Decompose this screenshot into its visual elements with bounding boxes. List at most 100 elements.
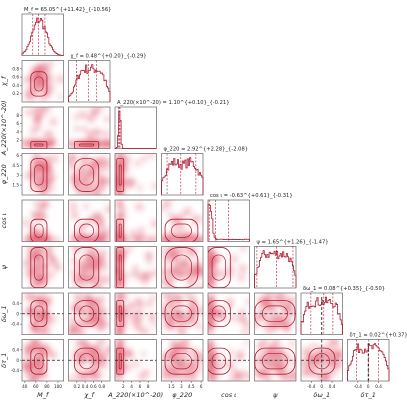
density-sample [31,339,38,344]
density-sample [133,297,143,306]
density-sample [93,281,103,288]
density-panel-phi_220-psi [161,246,204,289]
density-sample [40,364,46,371]
density-sample [22,77,29,84]
y-axis-label-phi_220: φ_220 [0,164,8,184]
contour-inner [79,143,95,147]
density-sample [184,267,191,274]
contour-inner [118,353,122,370]
histogram-M_f: M_f = 65.05^{+11.42}_{-10.56} [21,7,111,56]
density-sample [163,322,170,330]
density-sample [94,189,101,195]
contour-inner [79,164,95,186]
density-sample [116,246,124,255]
density-sample [99,248,108,257]
density-sample [72,114,79,121]
density-sample [330,369,338,377]
x-tick-label: 8 [147,384,150,389]
histogram-title-psi: ψ = 1.65^{+1.26}_{-1.47} [257,240,329,246]
density-sample [175,235,183,242]
contour-outer [116,247,125,288]
density-sample [69,154,78,162]
density-sample [115,365,125,375]
density-sample [273,342,280,348]
density-sample [239,246,247,252]
histogram-phi_220: φ_220 = 2.92^{+2.28}_{-2.08} [161,147,249,196]
density-sample [76,166,85,175]
x-tick-label: 0 [320,384,323,389]
density-sample [271,310,278,316]
density-sample [270,353,279,362]
density-panel-psi-delta_omega_1 [254,292,297,335]
density-sample [85,297,94,306]
contour-outer [208,247,231,288]
contour-outer [30,218,48,242]
contour-inner [34,164,44,186]
contour-inner [79,353,95,370]
density-sample [24,108,33,117]
y-tick-label: 0 [16,358,19,363]
density-sample [316,344,322,351]
density-sample [161,247,166,253]
contour-outer [30,71,48,97]
density-sample [35,341,42,348]
density-sample [79,283,88,288]
density-sample [76,234,84,242]
density-sample [35,246,44,252]
density-sample [22,139,29,146]
density-sample [192,220,199,227]
density-panel-A_220-psi [114,246,157,289]
contour-inner [79,254,95,281]
histogram-title-delta_tau_1: δτ_1 = 0.02^{+0.37}_{-0.48} [350,333,407,339]
density-sample [235,353,243,362]
density-sample [24,171,34,180]
density-sample [82,202,90,210]
density-sample [182,342,189,349]
density-sample [78,264,86,272]
density-sample [305,346,312,353]
density-sample [257,344,264,352]
contour-inner [261,353,288,370]
density-sample [117,260,124,267]
contour-inner [118,254,122,281]
density-sample [127,246,134,252]
density-sample [254,321,260,329]
histogram-title-cos_iota: cos ι = -0.63^{+0.61}_{-0.31} [210,193,293,199]
density-sample [42,140,50,149]
density-sample [134,202,144,212]
density-sample [32,153,40,159]
density-sample [30,324,38,332]
density-panel-chi_f-cos_iota [68,199,111,242]
density-sample [98,308,108,318]
density-sample [35,64,43,72]
density-sample [48,185,55,192]
contour-inner [34,223,44,238]
density-sample [288,340,296,347]
contour-outer [73,247,100,288]
density-sample [140,155,147,163]
density-sample [238,308,247,318]
density-panel-M_f-cos_iota [21,199,64,242]
density-sample [188,277,195,283]
density-sample [47,81,55,89]
density-sample [161,234,166,242]
density-sample [42,92,50,100]
density-sample [129,302,136,310]
density-sample [161,310,168,319]
density-panel-chi_f-A_220 [68,106,111,149]
density-sample [40,200,49,208]
density-sample [79,158,86,164]
x-tick-label: 6 [200,384,203,389]
density-sample [257,357,267,367]
density-sample [44,154,51,161]
density-sample [178,246,187,255]
density-sample [161,204,166,213]
histogram-title-phi_220: φ_220 = 2.92^{+2.28}_{-2.08} [164,147,249,153]
density-sample [80,225,86,231]
density-sample [285,374,295,381]
density-sample [167,211,173,217]
density-sample [315,351,325,361]
density-sample [132,320,142,330]
histogram-frame [68,60,111,103]
density-sample [208,308,214,316]
